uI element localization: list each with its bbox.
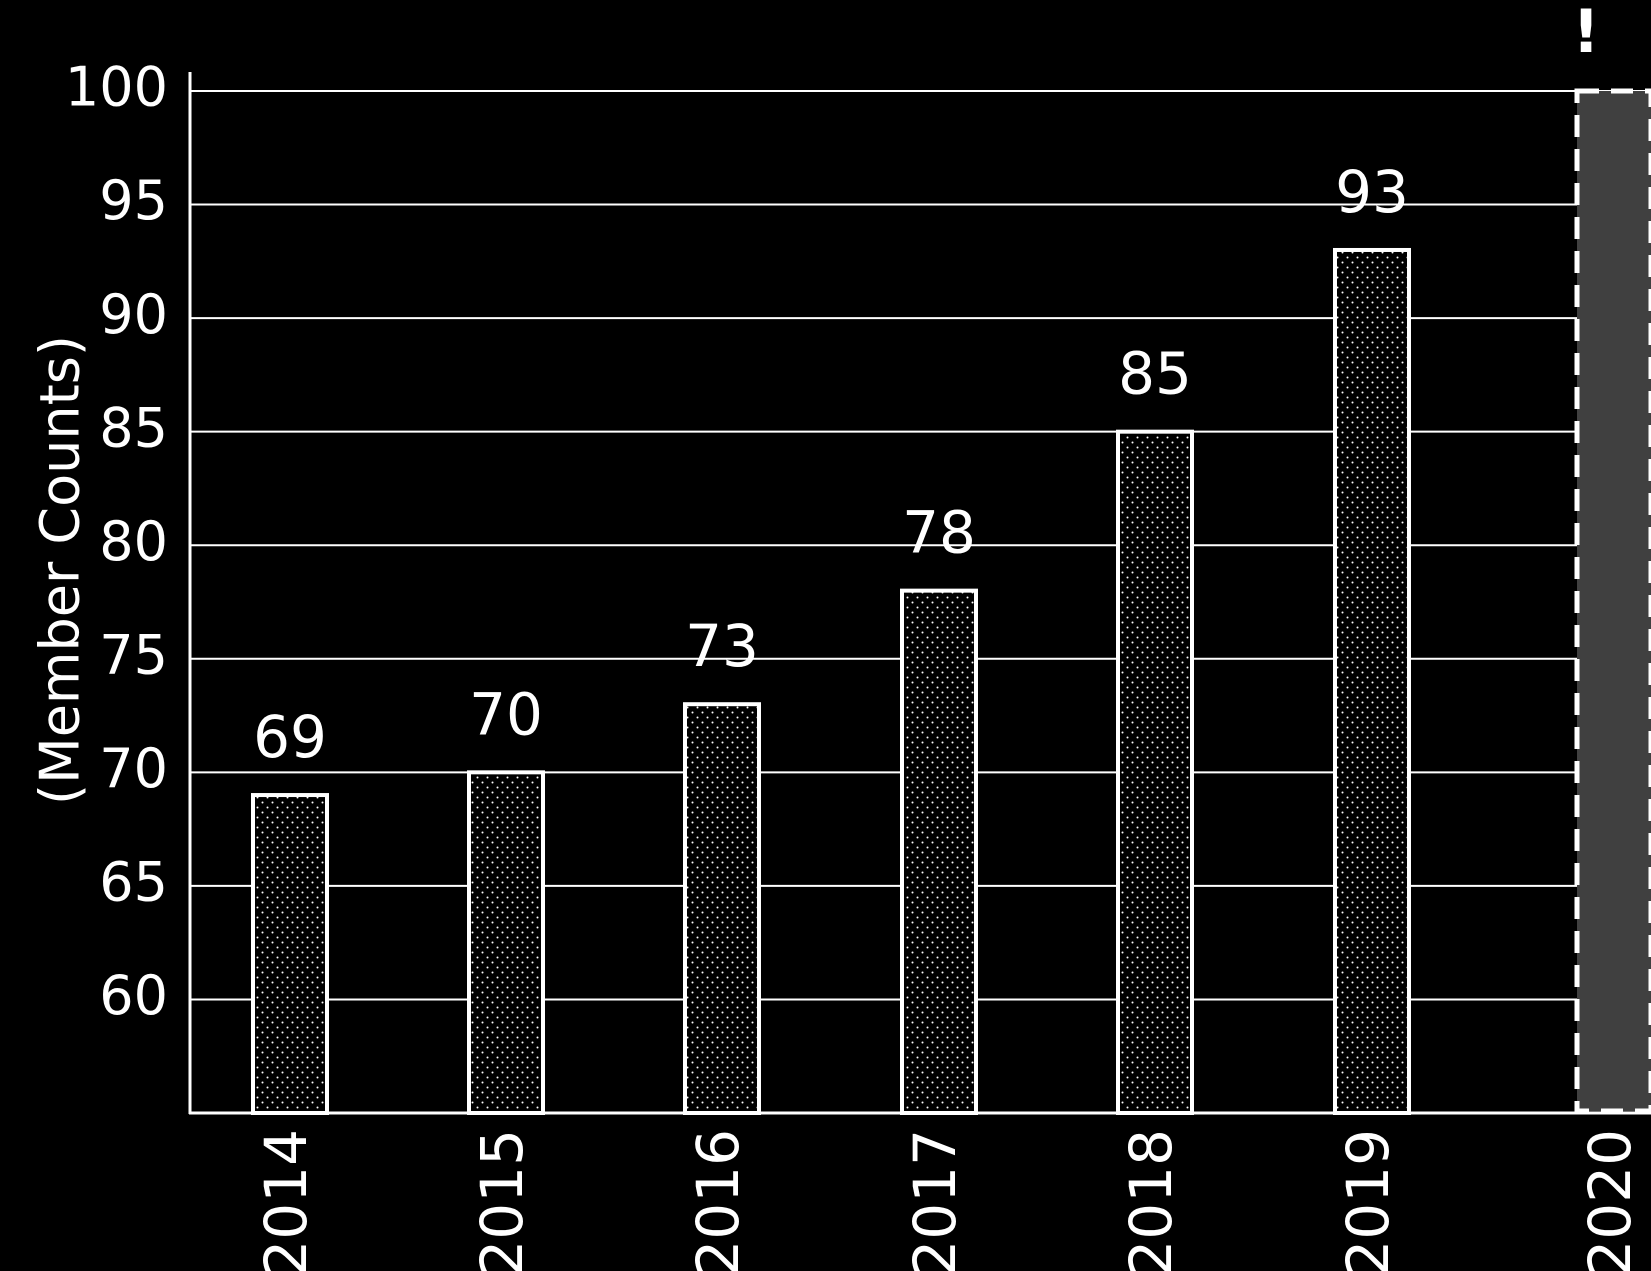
gridlines: [190, 90, 1651, 1001]
x-tick-label-2015: 2015: [468, 1129, 536, 1271]
y-tick-label: 80: [99, 510, 168, 573]
data-label-2018: 85: [1118, 340, 1192, 408]
bar-2019: [1333, 247, 1411, 1115]
bar-2020-placeholder: [1574, 88, 1651, 1114]
bars: [251, 88, 1651, 1115]
x-tick-label-2017: 2017: [901, 1129, 969, 1271]
x-tick-label-2018: 2018: [1117, 1129, 1185, 1271]
y-tick-label: 95: [99, 169, 168, 232]
x-tick-label-2014: 2014: [252, 1129, 320, 1271]
y-tick-label: 65: [99, 851, 168, 914]
y-tick-label: 85: [99, 396, 168, 459]
y-tick-label: 100: [65, 56, 168, 119]
bar-2014: [251, 793, 329, 1115]
y-tick-label: 70: [99, 737, 168, 800]
y-tick-label: 75: [99, 623, 168, 686]
data-label-2019: 93: [1335, 158, 1409, 226]
bar-2015: [467, 770, 545, 1115]
data-label-2016: 73: [685, 612, 759, 680]
data-label-2014: 69: [253, 703, 327, 771]
axes: 60 65 70 75 80 85 90 95 100 2014 2015 2016 2017 2018 2…: [65, 56, 1651, 1271]
y-tick-label: 90: [99, 283, 168, 346]
bar-2016: [683, 702, 761, 1115]
x-tick-label-2016: 2016: [684, 1129, 752, 1271]
x-tick-label-2020: 2020: [1576, 1129, 1644, 1271]
data-label-2015: 70: [469, 680, 543, 748]
bar-2018: [1116, 429, 1194, 1115]
y-tick-label: 60: [99, 964, 168, 1027]
x-tick-label-2019: 2019: [1334, 1129, 1402, 1271]
data-labels: 69 70 73 78 85 93!: [253, 0, 1600, 771]
data-label-2017: 78: [902, 499, 976, 567]
y-axis-title: (Member Counts): [29, 335, 92, 805]
annotation-exclamation: !: [1572, 0, 1599, 67]
bar-2017: [900, 588, 978, 1115]
